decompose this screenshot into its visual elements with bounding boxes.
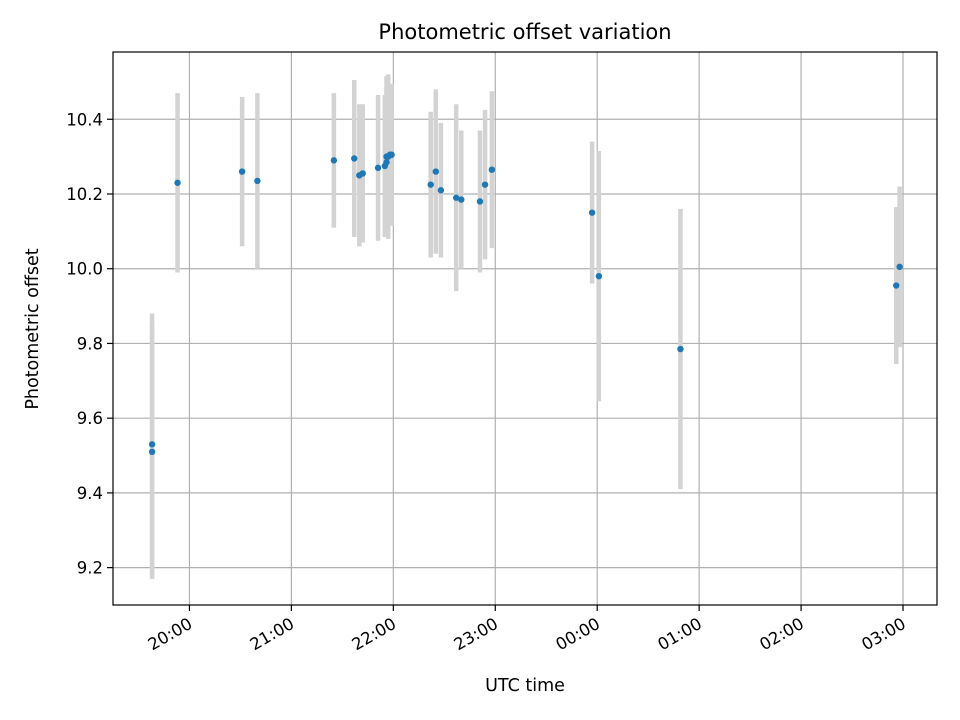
data-point (238, 168, 246, 175)
data-point (481, 181, 489, 188)
error-bars (149, 74, 902, 579)
data-point (351, 155, 358, 162)
y-axis-ticks: 9.2 9.4 9.6 9.8 10.0 10.2 10.4 (66, 110, 113, 578)
data-point (254, 177, 261, 185)
y-tick-label: 10.4 (66, 110, 103, 129)
data-point (452, 194, 460, 201)
x-tick-label: 20:00 (145, 614, 196, 654)
data-point (677, 345, 684, 353)
plot-frame (112, 51, 938, 606)
chart-title: Photometric offset variation (378, 20, 671, 44)
x-tick-label: 21:00 (247, 614, 298, 654)
data-point (330, 157, 338, 164)
data-point (458, 196, 465, 203)
x-tick-label: 01:00 (654, 614, 705, 654)
data-point (388, 151, 395, 158)
grid (113, 52, 937, 605)
data-point (432, 168, 440, 175)
data-point (374, 164, 382, 172)
x-tick-label: 00:00 (553, 614, 604, 654)
data-point (427, 181, 434, 188)
y-tick-label: 9.6 (77, 409, 103, 428)
data-point (488, 166, 496, 173)
data-point (893, 282, 900, 289)
data-points (148, 151, 903, 456)
data-point (588, 209, 596, 216)
y-tick-label: 10.2 (66, 185, 103, 204)
y-tick-label: 9.4 (77, 484, 103, 503)
data-point (383, 159, 390, 166)
data-point (896, 263, 903, 271)
data-point (437, 187, 445, 194)
data-point (359, 170, 366, 177)
y-tick-label: 10.0 (66, 260, 103, 279)
x-axis-ticks: 20:00 21:00 22:00 23:00 00:00 01:00 02:00 03:00 (145, 605, 909, 654)
data-point (595, 272, 603, 280)
y-tick-label: 9.2 (77, 559, 103, 578)
data-point (148, 441, 156, 448)
x-tick-label: 22:00 (349, 614, 400, 654)
y-axis-label: Photometric offset (23, 248, 43, 409)
x-tick-label: 02:00 (756, 614, 807, 654)
y-tick-label: 9.8 (77, 334, 103, 353)
data-point (476, 198, 484, 205)
x-tick-label: 23:00 (451, 614, 502, 654)
x-axis-label: UTC time (485, 676, 565, 696)
data-point (174, 179, 181, 186)
x-tick-label: 03:00 (858, 614, 909, 654)
data-point (148, 448, 156, 456)
